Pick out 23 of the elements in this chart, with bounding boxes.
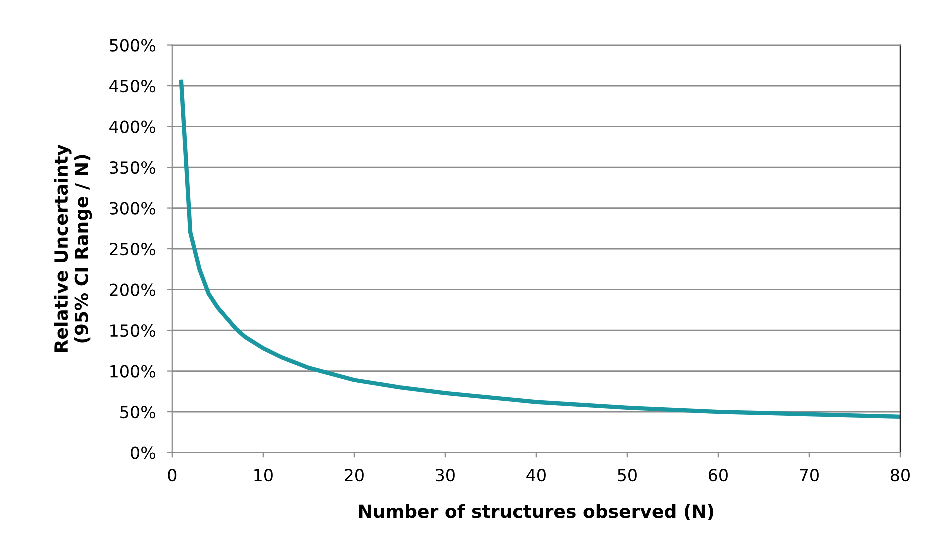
y-axis-title: Relative Uncertainty (95% CI Range / N) <box>54 144 92 352</box>
x-tick-label: 60 <box>709 469 728 482</box>
x-axis-title: Number of structures observed (N) <box>359 504 714 520</box>
y-tick-label: 100% <box>110 365 156 378</box>
y-tick-label: 250% <box>110 242 156 256</box>
y-tick-label: 450% <box>110 80 156 93</box>
x-tick-label: 70 <box>800 469 819 482</box>
x-tick-label: 80 <box>890 469 910 482</box>
y-tick-label: 50% <box>120 406 156 419</box>
x-tick-label: 0 <box>168 469 177 482</box>
y-tick-label: 500% <box>110 39 156 52</box>
y-tick-label: 200% <box>110 284 156 296</box>
y-tick-label: 0% <box>131 446 156 460</box>
line-series <box>179 80 900 420</box>
y-tick-label: 400% <box>110 120 156 134</box>
x-tick-label: 40 <box>526 469 546 482</box>
y-tick-label: 300% <box>110 202 156 215</box>
x-tick-label: 20 <box>345 469 364 482</box>
x-tick-label: 10 <box>254 469 273 482</box>
x-tick-label: 30 <box>436 469 455 482</box>
y-tick-label: 350% <box>110 161 156 174</box>
y-tick-label: 150% <box>110 324 156 338</box>
x-tick-label: 50 <box>618 469 637 482</box>
